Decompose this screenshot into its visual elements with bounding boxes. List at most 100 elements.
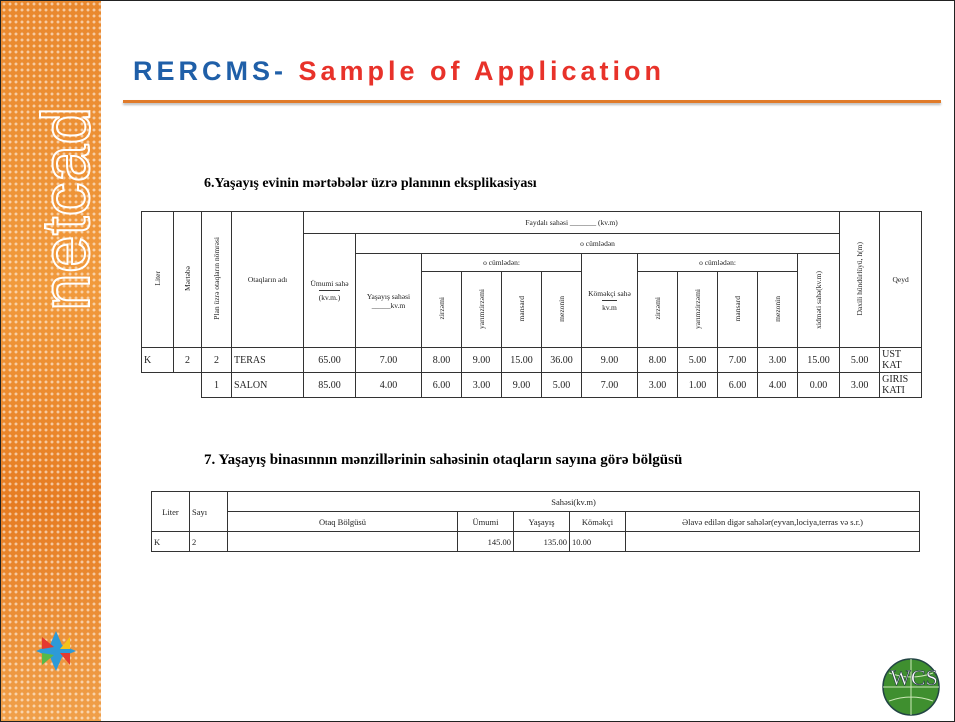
corner-logo-text: WCS [890,665,938,690]
table-cell: Faydalı sahəsi _______ (kv.m) [302,211,841,234]
corner-logo: WCS [882,658,940,716]
table-cell: 85.00 [303,372,356,398]
table-cell: 5.00 [839,347,881,373]
table-cell: Əlavə edilən digər sahələr(eyvan,lociya,… [624,511,921,532]
table-cell: Otaqların adı [231,211,304,348]
table-cell: 7.00 [581,372,638,398]
distribution-table: Liter Sayı Sahəsi(kv.m) Otaq Bölgüsü Ümumi Y… [151,491,921,552]
table-cell: Qeyd [879,211,923,348]
header-text: Mərtəbə [183,266,192,291]
element: Liter Sayı Sahəsi(kv.m) Otaq Bölgüsü Ümumi Y… [151,491,921,552]
table-cell: Ümumi sahə (kv.m.) [303,233,356,348]
title-rest: Sample of Application [298,56,666,86]
element: Liter Sayı Sahəsi(kv.m) [151,491,921,532]
table-cell: Mərtəbə [173,211,202,348]
table-cell: 145.00 [457,531,514,552]
table-row: 1 SALON 85.00 4.00 6.00 3.00 9.00 5.00 7.00 3.00 1… [142,372,923,398]
table-cell: 36.00 [541,347,582,373]
table-cell: 135.00 [513,531,570,552]
table-cell: 15.00 [796,347,841,373]
table-cell: TERAS [231,347,304,373]
sub-header: yarımzirzəmi [477,288,486,329]
table-cell: 6.00 [421,372,462,398]
table-cell: Yaşayış [513,511,570,532]
table-cell: Liter [151,491,190,532]
sub-header-cell: mezonin [541,271,582,348]
table-cell: Sayı [189,491,228,532]
sub-header-cell: mezonin [757,271,798,348]
table-cell: 9.00 [501,372,542,398]
bottom-icon [36,631,76,671]
element [60,653,70,665]
table-cell: Ümumi [457,511,514,532]
sub-header-cell: zirzəmi [637,271,678,348]
table-cell: 3.00 [839,372,881,398]
section-heading: 7. Yaşayış binasınnın mənzillərinin sahə… [204,452,683,468]
header-text: kv.m [390,300,406,310]
section-heading: 6.Yaşayış evinin mərtəbələr üzrə planını… [204,176,537,191]
table-cell: UST KAT [879,347,923,373]
sub-header-cell: mansard [501,271,542,348]
header-text: Ümumi sahə [310,279,349,288]
table-cell: 3.00 [637,372,678,398]
table-cell: o cümlədən [354,233,841,254]
table-cell: K [141,347,174,373]
table-cell: 1 [201,372,232,398]
table-cell: K [151,531,190,552]
table-cell: Köməkçi sahə kv.m [581,253,638,348]
table-cell: 5.00 [677,347,718,373]
header-text: Daxili hündürlüyü, h(m) [855,241,865,316]
table-cell: 9.00 [461,347,502,373]
table-cell: 2 [173,347,202,373]
sidebar: netcad [1,1,101,721]
sidebar-graphics: netcad [27,106,101,671]
table-cell: o cümlədən: [637,253,798,272]
sub-header: mezonin [557,295,566,322]
sub-header-cell: yarımzirzəmi [677,271,718,348]
blank-cell [174,373,202,398]
table-cell: 2 [201,347,232,373]
table-cell: xidməti sahə(kv.m) [796,253,841,348]
table-cell: Sahəsi(kv.m) [226,491,921,512]
table-cell: GIRIS KATI [879,372,923,398]
table-cell: o cümlədən: [421,253,582,272]
table-cell: 65.00 [303,347,356,373]
table-cell [227,531,458,552]
table-cell: Yaşayış sahəsi _____kv.m [355,253,422,348]
header-text: xidməti sahə(kv.m) [814,270,824,329]
header-text: Liter [153,271,162,286]
element: Liter Mərtəbə Plan üzrə otaqların nömrəs… [141,211,923,348]
element [42,637,54,649]
element: Liter Mərtəbə Plan üzrə otaqların nömrəs… [141,211,923,348]
table-row: K 2 2 TERAS 65.00 7.00 8.00 9.00 15.00 36.00 9.00 8… [141,347,923,373]
explication-table: Liter Mərtəbə Plan üzrə otaqların nömrəs… [141,211,923,398]
blank-cell [142,373,174,398]
table-cell: 8.00 [421,347,462,373]
header-text: Köməkçi sahə [588,289,631,298]
table-cell: 15.00 [501,347,542,373]
element [36,631,76,671]
header-text: (kv.m.) [318,290,341,302]
element [60,637,70,649]
element: Ümumi sahə (kv.m.) o cümlədən [142,233,922,348]
table-cell: 5.00 [541,372,582,398]
sub-header-cell: mansard [717,271,758,348]
table-cell: SALON [231,372,304,398]
table-cell: 10.00 [569,531,626,552]
table-cell: Liter [141,211,174,348]
table-cell: 9.00 [581,347,638,373]
sub-header: zirzəmi [437,297,446,320]
sub-header-cell: yarımzirzəmi [461,271,502,348]
element: K 2 145.00 135.00 10.00 [151,531,921,552]
table-cell: Köməkçi [569,511,626,532]
table-cell: Daxili hündürlüyü, h(m) [839,211,881,348]
title-prefix: RERCMS- [133,56,287,86]
sub-header: zirzəmi [653,297,662,320]
sub-header: mansard [733,295,742,322]
sidebar-logo: netcad [28,107,101,311]
sub-header: yarımzirzəmi [693,288,702,329]
table-cell [624,531,921,552]
table-cell: 7.00 [355,347,422,373]
header-text: Yaşayış sahəsi [366,291,411,301]
